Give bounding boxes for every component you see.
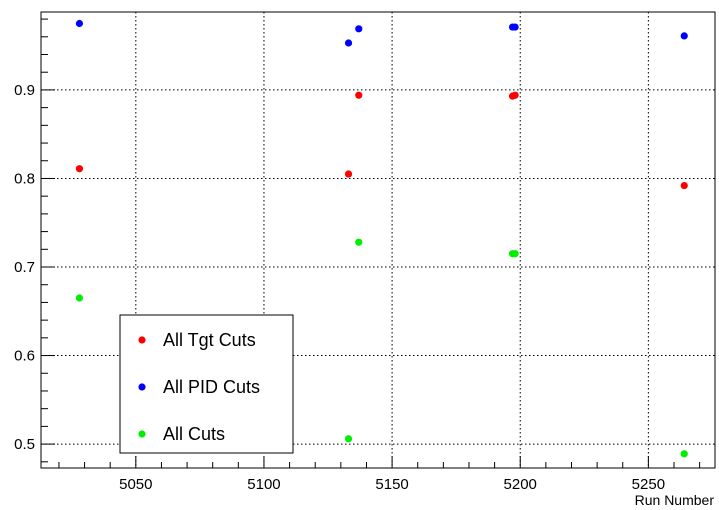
- legend-box: [119, 314, 294, 454]
- legend-label: All PID Cuts: [163, 377, 260, 397]
- data-point: [344, 170, 353, 178]
- x-tick-label: 5250: [632, 476, 665, 493]
- x-tick-label: 5100: [247, 476, 280, 493]
- data-point: [355, 25, 363, 33]
- data-point: [344, 435, 353, 443]
- series-1: [75, 91, 688, 190]
- data-points: [75, 19, 688, 458]
- y-tick-label: 0.5: [14, 436, 35, 453]
- data-point: [511, 91, 519, 99]
- data-point: [75, 294, 84, 302]
- legend-marker: [138, 430, 146, 438]
- data-point: [511, 250, 519, 258]
- legend-item: All Cuts: [138, 424, 225, 444]
- series-2: [75, 19, 688, 47]
- data-point: [680, 181, 688, 190]
- data-point: [344, 39, 353, 47]
- x-tick-label: 5150: [375, 476, 408, 493]
- y-tick-label: 0.6: [14, 348, 35, 365]
- data-point: [355, 238, 363, 246]
- legend-label: All Cuts: [163, 424, 225, 444]
- data-point: [680, 450, 688, 458]
- y-tick-label: 0.8: [14, 170, 35, 187]
- data-point: [75, 165, 84, 173]
- x-axis-title: Run Number: [635, 492, 715, 508]
- series-3: [75, 238, 688, 458]
- legend-marker: [138, 336, 146, 344]
- legend: All Tgt Cuts All PID Cuts All Cuts: [119, 314, 294, 454]
- data-point: [75, 19, 84, 28]
- y-tick-label: 0.9: [14, 82, 35, 99]
- x-tick-label: 5200: [504, 476, 537, 493]
- data-point: [355, 91, 363, 99]
- axis-ticks: [41, 18, 701, 468]
- data-point: [680, 32, 688, 40]
- tick-labels: 5050 5100 5150 5200 5250 0.5 0.6 0.7 0.8 0.9: [14, 82, 665, 493]
- legend-item: All Tgt Cuts: [138, 330, 256, 350]
- legend-marker: [138, 383, 146, 391]
- y-tick-label: 0.7: [14, 259, 35, 276]
- legend-label: All Tgt Cuts: [163, 330, 256, 350]
- legend-item: All PID Cuts: [138, 377, 260, 397]
- x-tick-label: 5050: [119, 476, 152, 493]
- data-point: [511, 23, 519, 31]
- plot-frame: [40, 11, 716, 469]
